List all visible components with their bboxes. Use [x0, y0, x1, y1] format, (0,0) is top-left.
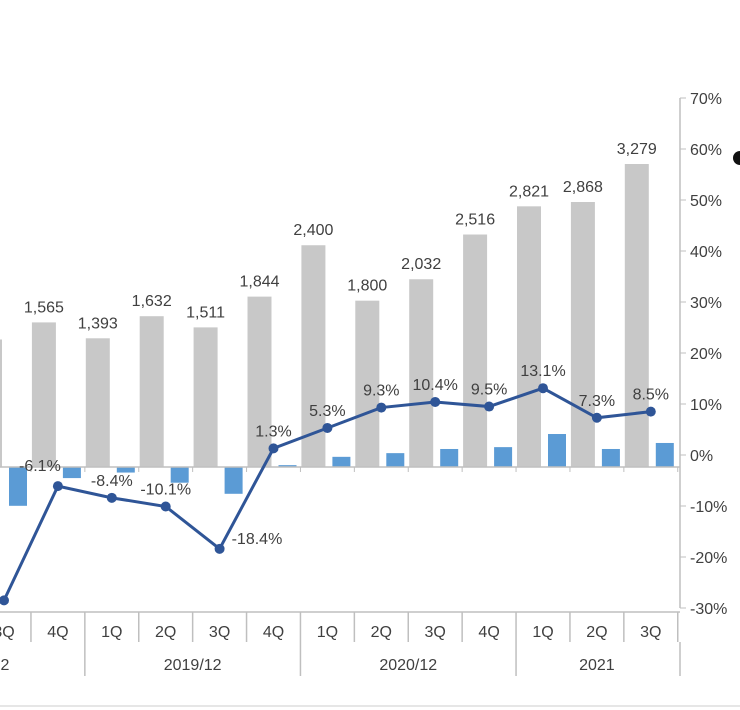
blue-bar — [655, 442, 674, 467]
gray-bar — [463, 234, 488, 467]
group-label: 2020/12 — [379, 657, 437, 674]
gray-bar — [247, 296, 272, 467]
right-axis-label: 60% — [690, 142, 722, 159]
category-label: 4Q — [478, 624, 499, 641]
line-point-label: 1.3% — [255, 423, 291, 440]
blue-bar — [116, 467, 135, 473]
axes: 3Q 4Q 1Q 2Q 3Q 4Q 1Q 2Q 3Q 4Q 1Q 2Q 3Q 2 2019/12 2020/1… — [0, 91, 727, 676]
gray-bar-label: 2,868 — [563, 179, 603, 196]
category-label: 1Q — [101, 624, 122, 641]
blue-bar — [278, 465, 297, 467]
gray-bar — [355, 300, 380, 467]
gray-bar — [624, 164, 649, 468]
line-point-label: 8.5% — [633, 387, 669, 404]
category-label: 4Q — [263, 624, 284, 641]
blue-bar — [62, 467, 81, 479]
right-axis-label: 0% — [690, 448, 713, 465]
blue-bar — [9, 467, 27, 506]
gray-bar — [31, 322, 56, 467]
line-point — [645, 406, 656, 417]
gray-bar-label: 2,516 — [455, 212, 495, 229]
blue-bar — [170, 467, 189, 483]
gray-bar-label: 1,800 — [347, 278, 387, 295]
group-label: 2 — [1, 657, 10, 674]
gray-bar-label: 1,565 — [24, 299, 64, 316]
right-axis-label: -20% — [690, 550, 727, 567]
category-label: 3Q — [0, 624, 15, 641]
line-point — [538, 383, 548, 394]
gray-bar-label: 1,393 — [78, 315, 118, 332]
gray-bar — [570, 201, 595, 467]
line-point — [268, 443, 279, 454]
category-label: 3Q — [640, 624, 661, 641]
blue-bar — [386, 453, 405, 467]
right-axis-label: 20% — [690, 346, 722, 363]
right-axis-label: -10% — [690, 499, 727, 516]
line-point-label: -18.4% — [232, 531, 283, 548]
line-point-label: -10.1% — [140, 482, 191, 499]
category-label: 4Q — [47, 624, 68, 641]
category-label: 3Q — [425, 624, 446, 641]
group-label: 2019/12 — [164, 657, 222, 674]
group-label: 2021 — [579, 657, 615, 674]
right-axis-label: 70% — [690, 91, 722, 108]
line-point — [376, 402, 387, 413]
blue-bar — [440, 448, 459, 467]
right-axis-label: 10% — [690, 397, 722, 414]
line-point — [322, 422, 333, 433]
gray-bar — [517, 206, 541, 467]
line-point-label: 9.3% — [363, 383, 399, 400]
line-point — [160, 501, 171, 512]
gray-bar-label: 2,821 — [509, 183, 549, 200]
right-axis-label: 30% — [690, 295, 722, 312]
data-labels: 821,5651,3931,6321,5111,8442,4001,8002,0… — [19, 141, 669, 548]
line-point-label: -8.4% — [91, 473, 133, 490]
gray-bar — [0, 339, 2, 467]
category-label: 1Q — [532, 624, 553, 641]
gray-bar-label: 1,511 — [186, 304, 225, 321]
line-point — [430, 396, 441, 407]
line-point-label: 10.4% — [413, 377, 458, 394]
gray-bar-label: 1,844 — [239, 274, 279, 291]
blue-bar — [494, 447, 513, 467]
blue-bar — [224, 467, 243, 494]
right-axis-label: 50% — [690, 193, 722, 210]
gray-bar — [139, 316, 164, 467]
line-point — [214, 543, 225, 554]
gray-bar-label: 2,400 — [293, 222, 333, 239]
line-point — [52, 481, 63, 492]
line-series — [0, 383, 656, 606]
blue-bar — [601, 448, 620, 467]
right-axis-label: -30% — [690, 601, 727, 618]
gray-bar-label: 3,279 — [617, 141, 657, 158]
gray-bar-label: 2,032 — [401, 256, 441, 273]
category-label: 1Q — [317, 624, 338, 641]
gray-bar — [193, 327, 218, 467]
category-label: 2Q — [586, 624, 607, 641]
line-point-label: 13.1% — [520, 363, 565, 380]
line-point-label: -6.1% — [19, 458, 61, 475]
category-label: 3Q — [209, 624, 230, 641]
gray-bar-label: 1,632 — [132, 293, 172, 310]
gray-bar — [409, 279, 434, 467]
bars — [0, 164, 674, 506]
blue-bar — [332, 456, 351, 467]
line-point — [106, 492, 117, 503]
line-point — [0, 595, 9, 606]
blue-bar — [548, 434, 566, 467]
line-point-label: 9.5% — [471, 382, 507, 399]
line-point-label: 7.3% — [579, 393, 615, 410]
category-label: 2Q — [155, 624, 176, 641]
bullet-marker — [733, 151, 740, 165]
line-point — [591, 412, 602, 423]
line-point — [484, 401, 495, 412]
line-point-label: 5.3% — [309, 403, 345, 420]
gray-bar — [85, 338, 110, 467]
right-axis-label: 40% — [690, 244, 722, 261]
category-label: 2Q — [371, 624, 392, 641]
